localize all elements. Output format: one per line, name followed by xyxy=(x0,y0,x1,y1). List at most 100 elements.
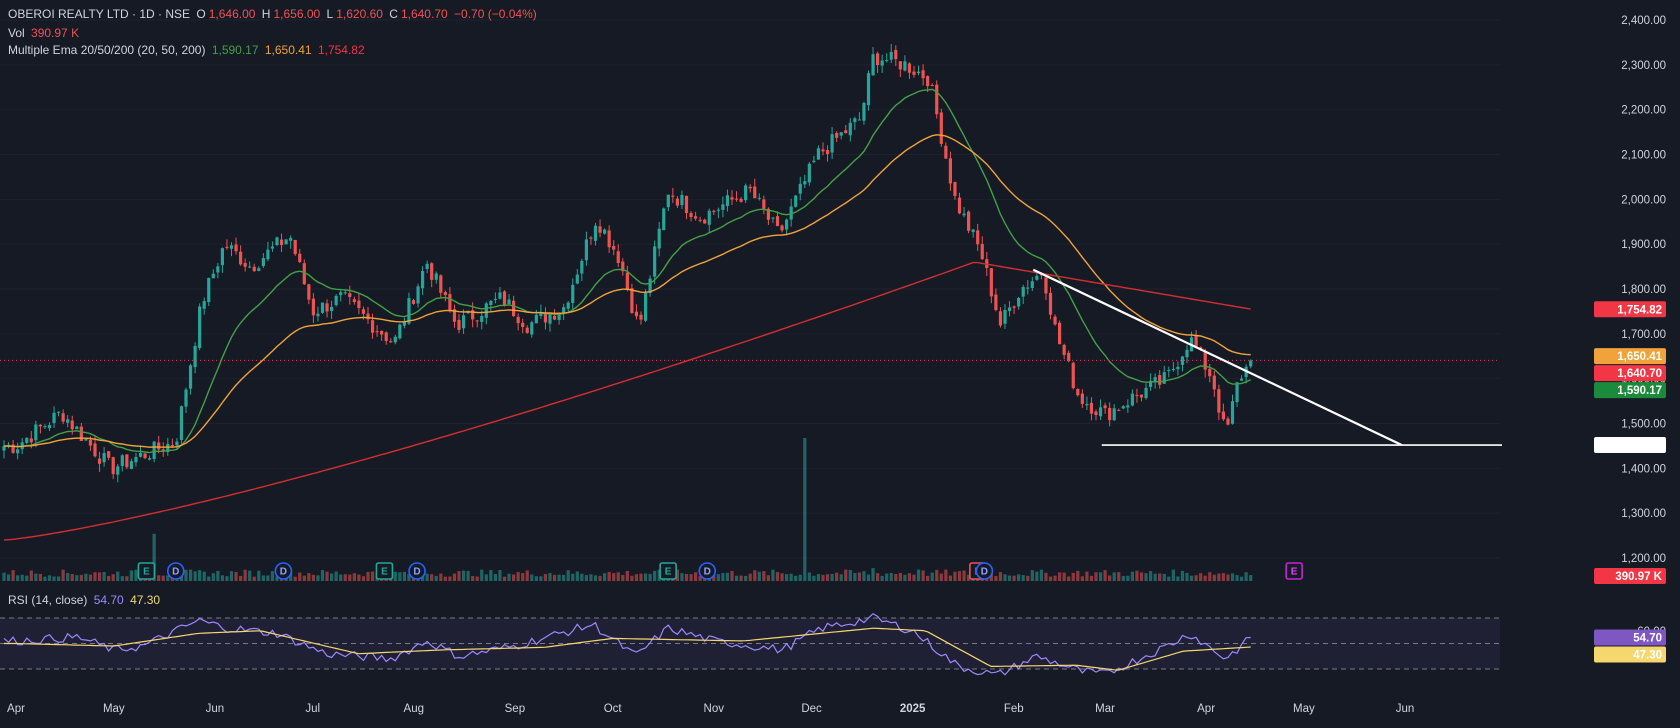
candle[interactable] xyxy=(866,70,871,111)
candle[interactable] xyxy=(430,262,434,288)
candle[interactable] xyxy=(1158,370,1162,389)
candle[interactable] xyxy=(311,293,315,323)
candle[interactable] xyxy=(757,193,761,201)
rsi-label[interactable]: RSI (14, close) xyxy=(8,593,88,607)
candle[interactable] xyxy=(211,269,215,279)
candle[interactable] xyxy=(252,263,256,272)
candle[interactable] xyxy=(894,45,898,66)
candle[interactable] xyxy=(43,424,47,430)
candle[interactable] xyxy=(461,309,466,334)
candle[interactable] xyxy=(530,320,534,338)
candle[interactable] xyxy=(684,195,689,220)
candle[interactable] xyxy=(316,306,320,322)
candle[interactable] xyxy=(703,218,707,224)
candle[interactable] xyxy=(107,451,111,461)
candle[interactable] xyxy=(589,236,593,245)
candle[interactable] xyxy=(239,245,243,266)
candle[interactable] xyxy=(521,318,525,334)
candle[interactable] xyxy=(539,304,543,319)
candle[interactable] xyxy=(1117,408,1121,412)
candle[interactable] xyxy=(325,299,329,318)
candle[interactable] xyxy=(1235,381,1239,408)
candle[interactable] xyxy=(66,415,70,428)
candle[interactable] xyxy=(275,236,279,247)
candle[interactable] xyxy=(994,288,998,312)
candle[interactable] xyxy=(402,317,406,329)
candle[interactable] xyxy=(1012,305,1016,314)
candle[interactable] xyxy=(753,178,757,199)
candle[interactable] xyxy=(1230,394,1235,425)
candle[interactable] xyxy=(1194,330,1198,349)
candle[interactable] xyxy=(543,307,548,330)
candles[interactable] xyxy=(2,43,1253,483)
candle[interactable] xyxy=(575,268,579,285)
candle[interactable] xyxy=(489,299,493,312)
candle[interactable] xyxy=(798,176,802,201)
candle[interactable] xyxy=(298,248,302,264)
candle[interactable] xyxy=(725,189,730,212)
candle[interactable] xyxy=(980,236,984,260)
candle[interactable] xyxy=(921,64,925,86)
candle[interactable] xyxy=(721,196,725,218)
candle[interactable] xyxy=(807,161,811,186)
symbol-title[interactable]: OBEROI REALTY LTD · 1D · NSE xyxy=(8,7,191,21)
candle[interactable] xyxy=(643,289,648,323)
candle[interactable] xyxy=(648,275,652,297)
candle[interactable] xyxy=(266,241,270,262)
candle[interactable] xyxy=(1062,343,1066,360)
candle[interactable] xyxy=(1212,370,1216,397)
candle[interactable] xyxy=(998,307,1003,328)
candle[interactable] xyxy=(812,155,816,164)
candle[interactable] xyxy=(248,261,252,269)
candle[interactable] xyxy=(493,292,497,304)
candle[interactable] xyxy=(657,221,661,257)
earnings-marker[interactable]: E xyxy=(659,562,677,580)
candle[interactable] xyxy=(38,424,42,434)
candle[interactable] xyxy=(898,61,902,78)
candle[interactable] xyxy=(525,325,529,334)
earnings-marker[interactable]: E xyxy=(137,562,156,580)
candle[interactable] xyxy=(375,325,379,337)
candle[interactable] xyxy=(225,239,229,250)
candle[interactable] xyxy=(448,287,452,313)
candle[interactable] xyxy=(871,47,875,76)
candle[interactable] xyxy=(771,216,775,223)
candle[interactable] xyxy=(1103,402,1107,414)
candle[interactable] xyxy=(616,244,620,268)
candle[interactable] xyxy=(366,306,370,324)
candle[interactable] xyxy=(1226,416,1230,426)
candle[interactable] xyxy=(348,285,352,305)
candle[interactable] xyxy=(1135,388,1139,403)
candle[interactable] xyxy=(839,132,843,140)
candle[interactable] xyxy=(134,452,138,467)
candle[interactable] xyxy=(1098,399,1103,421)
candle[interactable] xyxy=(1053,314,1057,326)
candle[interactable] xyxy=(1048,287,1053,320)
candle[interactable] xyxy=(662,207,666,231)
candle[interactable] xyxy=(2,440,6,459)
candle[interactable] xyxy=(380,330,384,341)
candle[interactable] xyxy=(1217,384,1221,421)
candle[interactable] xyxy=(1076,388,1080,397)
candle[interactable] xyxy=(957,192,962,215)
candle[interactable] xyxy=(593,222,598,246)
candle[interactable] xyxy=(835,131,839,142)
candle[interactable] xyxy=(830,127,834,160)
candle[interactable] xyxy=(439,274,443,298)
candle[interactable] xyxy=(179,405,184,444)
candle[interactable] xyxy=(234,237,238,255)
candle[interactable] xyxy=(143,452,147,460)
candle[interactable] xyxy=(794,195,798,208)
candle[interactable] xyxy=(1221,403,1225,421)
candle[interactable] xyxy=(25,437,29,445)
candle[interactable] xyxy=(516,313,520,331)
candle[interactable] xyxy=(1026,280,1030,295)
candle[interactable] xyxy=(320,302,325,314)
candle[interactable] xyxy=(816,145,821,160)
candle[interactable] xyxy=(334,294,338,307)
candle[interactable] xyxy=(903,55,907,72)
candle[interactable] xyxy=(161,442,165,457)
candle[interactable] xyxy=(694,211,698,221)
candle[interactable] xyxy=(1249,359,1253,369)
